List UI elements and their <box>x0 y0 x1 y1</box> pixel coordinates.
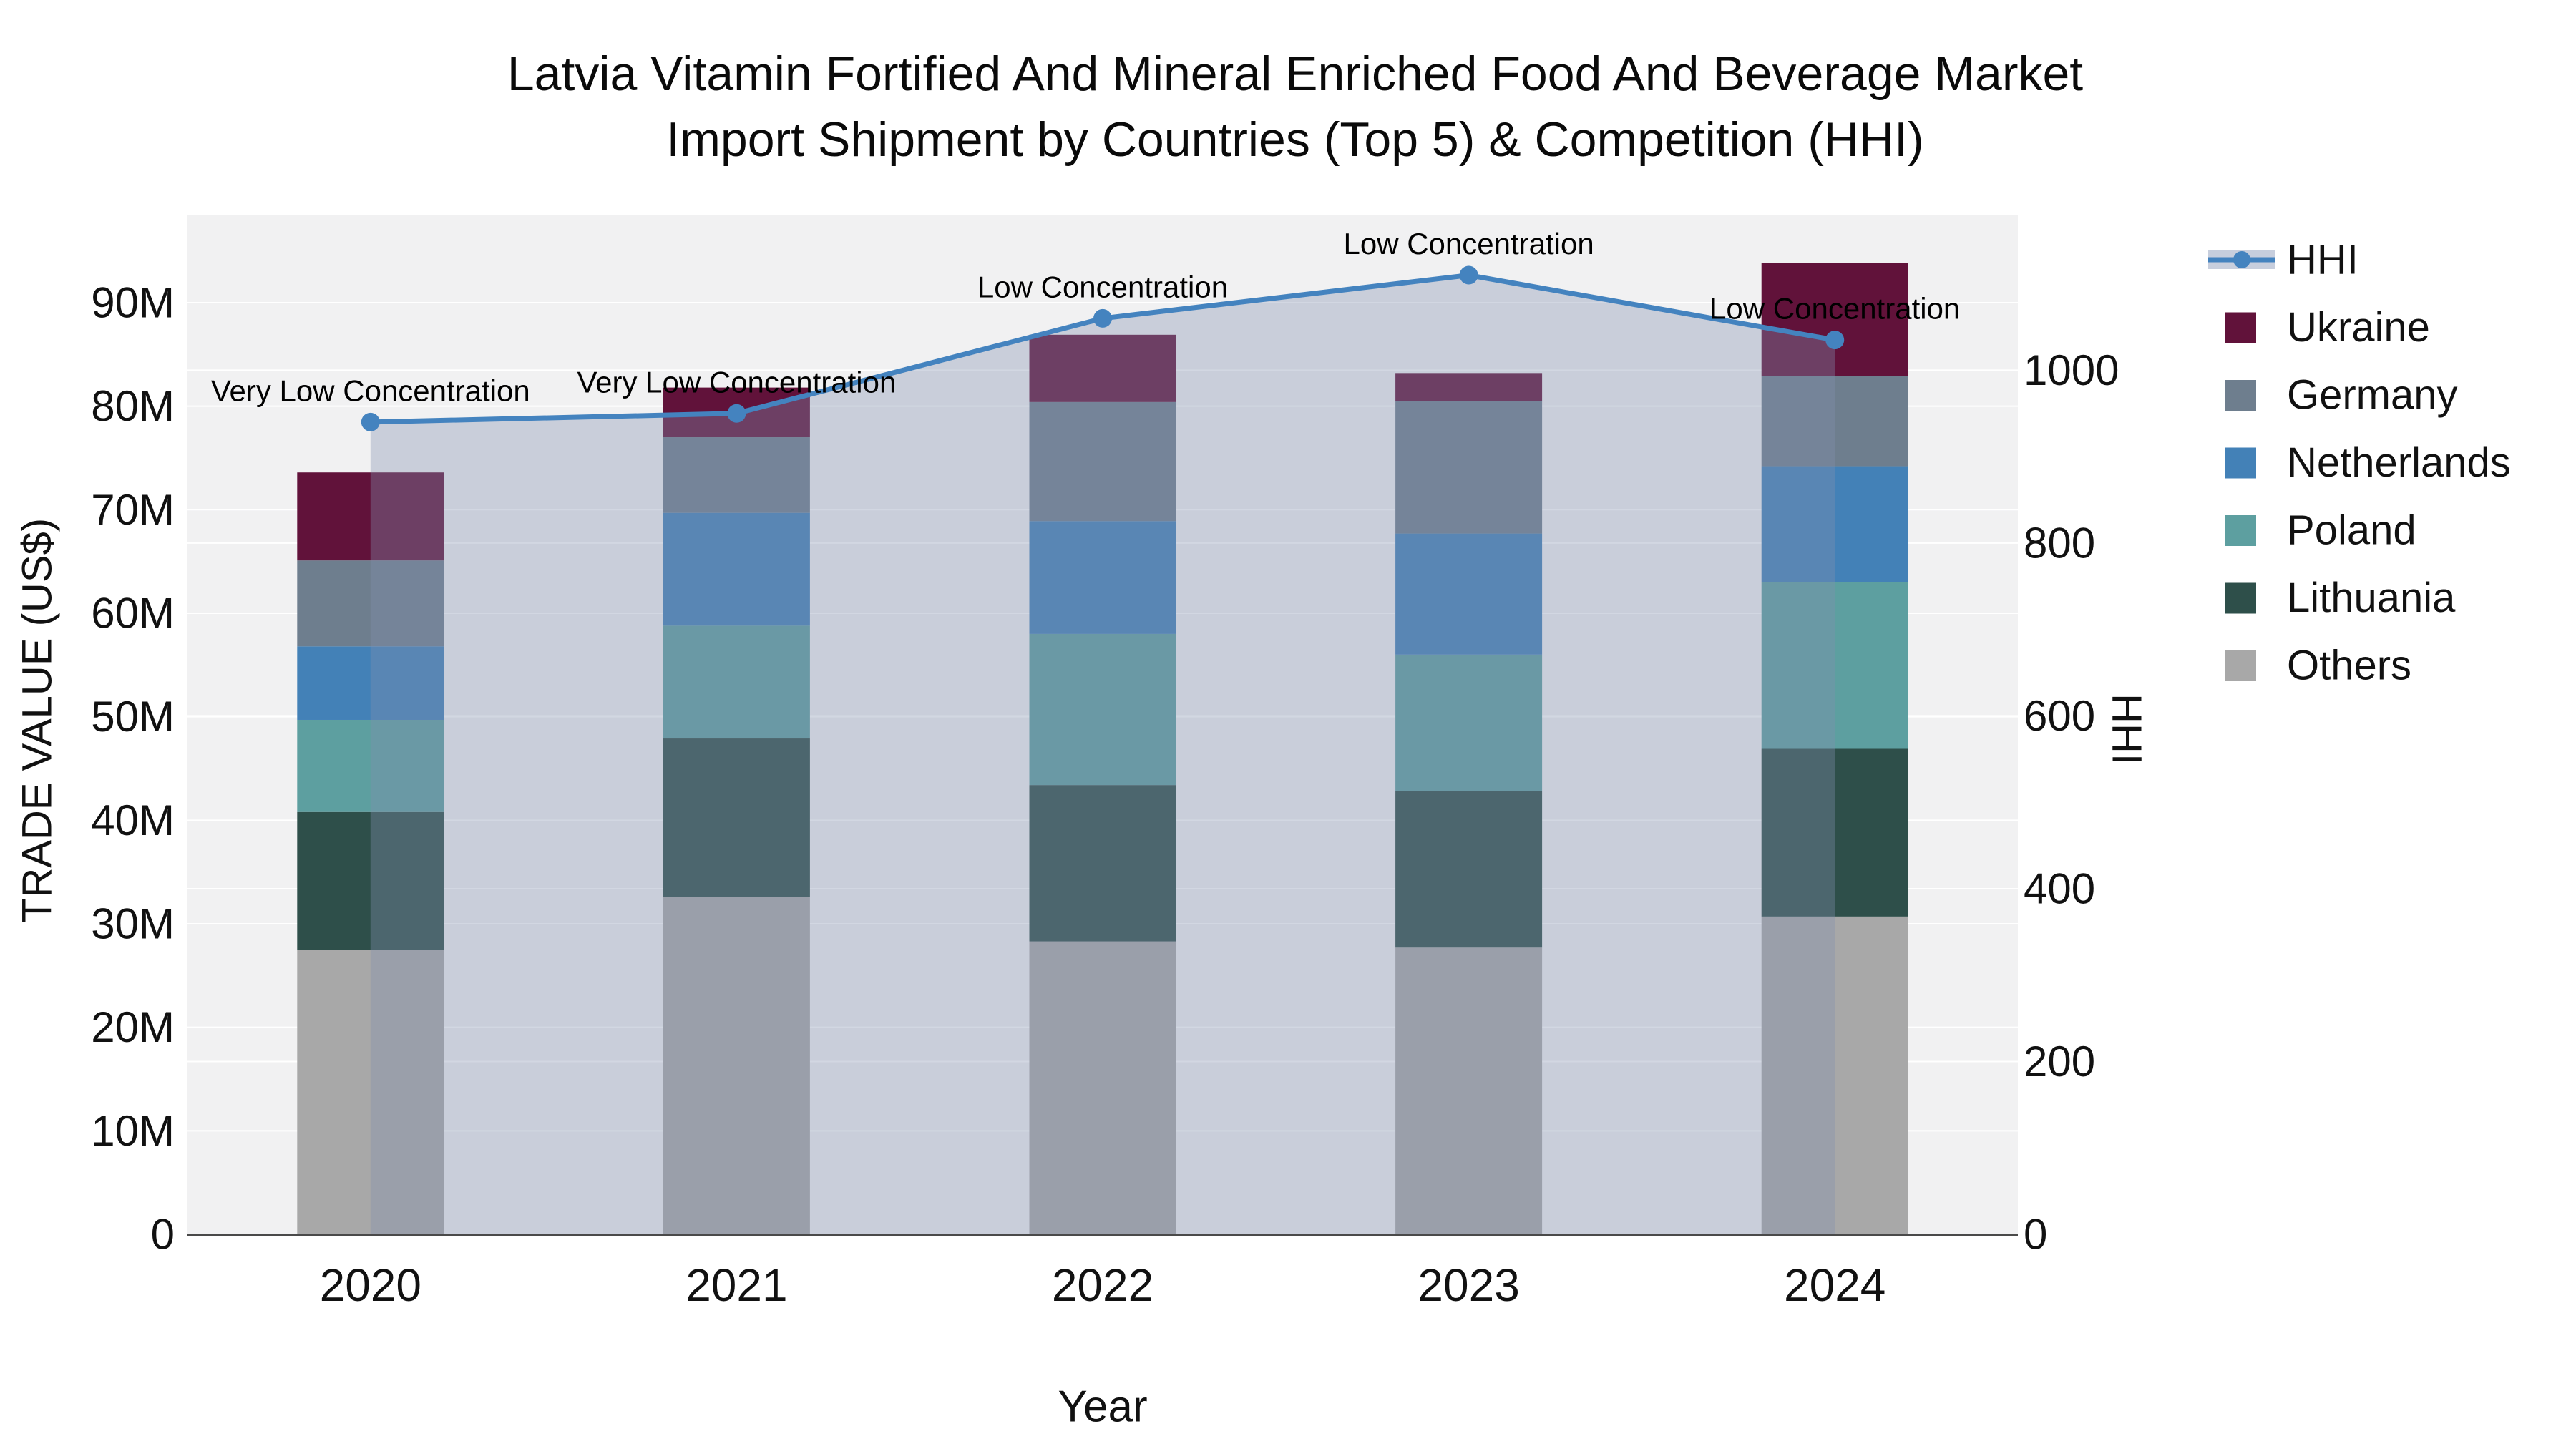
y-left-tick-20M: 20M <box>91 1003 175 1051</box>
hhi-area-fill <box>370 275 1835 1234</box>
y-right-tick-600: 600 <box>2024 692 2095 740</box>
bar-segment-others-2021[interactable] <box>663 897 810 1234</box>
bar-segment-lithuania-2023[interactable] <box>1395 791 1543 948</box>
legend-swatch-lithuania <box>2225 582 2256 614</box>
legend-item-others[interactable]: Others <box>2225 643 2411 689</box>
legend-label-ukraine: Ukraine <box>2287 304 2430 351</box>
chart-title-line1: Latvia Vitamin Fortified And Mineral Enr… <box>507 47 2083 101</box>
y-left-tick-40M: 40M <box>91 796 175 844</box>
hhi-area-fill-layer <box>370 275 1835 1234</box>
legend-swatch-netherlands <box>2225 447 2256 479</box>
bar-segment-netherlands-2022[interactable] <box>1029 521 1176 634</box>
bar-segment-lithuania-2020[interactable] <box>297 811 444 950</box>
axes-layer: 0 10M 20M 30M 40M 50M 60M 70M 80M 90M 0 200 400 600 80… <box>14 278 2150 1431</box>
bar-segment-germany-2020[interactable] <box>297 560 444 647</box>
y-left-tick-0: 0 <box>151 1211 175 1259</box>
annotations-layer: Very Low Concentration Very Low Concentra… <box>211 227 1960 407</box>
legend-label-hhi: HHI <box>2287 237 2358 283</box>
bar-segment-others-2024[interactable] <box>1761 916 1908 1234</box>
legend-swatch-poland <box>2225 515 2256 546</box>
legend-label-poland: Poland <box>2287 507 2416 554</box>
annotation-2021: Very Low Concentration <box>577 365 896 399</box>
y-left-tick-70M: 70M <box>91 486 175 534</box>
y-right-tick-400: 400 <box>2024 864 2095 912</box>
legend-item-lithuania[interactable]: Lithuania <box>2225 575 2456 621</box>
bar-segment-poland-2020[interactable] <box>297 719 444 812</box>
legend-swatch-ukraine <box>2225 312 2256 343</box>
y-left-tick-30M: 30M <box>91 899 175 947</box>
y-left-tick-60M: 60M <box>91 589 175 637</box>
x-tick-2020: 2020 <box>320 1259 421 1311</box>
bar-segment-germany-2023[interactable] <box>1395 401 1543 534</box>
legend-item-hhi[interactable]: HHI <box>2208 237 2358 283</box>
bar-segment-netherlands-2024[interactable] <box>1761 466 1908 582</box>
annotation-2023: Low Concentration <box>1343 227 1594 260</box>
y-left-tick-80M: 80M <box>91 382 175 430</box>
legend: HHI Ukraine Germany Netherlands Poland Lithua… <box>2208 237 2511 689</box>
bar-segment-others-2023[interactable] <box>1395 947 1543 1234</box>
bar-segment-poland-2022[interactable] <box>1029 633 1176 786</box>
bar-segment-ukraine-2020[interactable] <box>297 472 444 561</box>
bar-segment-poland-2024[interactable] <box>1761 582 1908 749</box>
bar-segment-lithuania-2024[interactable] <box>1761 748 1908 917</box>
legend-swatch-others <box>2225 650 2256 681</box>
y-left-tick-90M: 90M <box>91 278 175 326</box>
bar-segment-poland-2021[interactable] <box>663 625 810 739</box>
hhi-marker-2023[interactable] <box>1459 265 1478 285</box>
hhi-marker-2022[interactable] <box>1093 308 1112 328</box>
legend-swatch-germany <box>2225 380 2256 411</box>
chart-title: Latvia Vitamin Fortified And Mineral Enr… <box>507 47 2083 167</box>
x-tick-2023: 2023 <box>1418 1259 1519 1311</box>
annotation-2020: Very Low Concentration <box>211 374 530 407</box>
y-right-tick-1000: 1000 <box>2024 346 2119 394</box>
y-right-tick-0: 0 <box>2024 1211 2047 1259</box>
legend-label-lithuania: Lithuania <box>2287 575 2456 621</box>
bar-segment-others-2022[interactable] <box>1029 941 1176 1234</box>
bar-segment-netherlands-2023[interactable] <box>1395 533 1543 655</box>
legend-label-netherlands: Netherlands <box>2287 439 2511 486</box>
annotation-2024: Low Concentration <box>1709 292 1960 326</box>
bar-segment-ukraine-2023[interactable] <box>1395 373 1543 401</box>
bar-segment-germany-2024[interactable] <box>1761 376 1908 467</box>
y-left-tick-50M: 50M <box>91 693 175 741</box>
y-right-axis-title: HHI <box>2104 693 2150 765</box>
legend-item-germany[interactable]: Germany <box>2225 372 2458 419</box>
bar-segment-germany-2021[interactable] <box>663 437 810 513</box>
bar-segment-lithuania-2021[interactable] <box>663 738 810 897</box>
hhi-line-layer <box>361 265 1845 431</box>
x-tick-2022: 2022 <box>1052 1259 1153 1311</box>
legend-item-poland[interactable]: Poland <box>2225 507 2416 554</box>
hhi-marker-2024[interactable] <box>1825 331 1845 350</box>
bar-segment-netherlands-2020[interactable] <box>297 646 444 720</box>
legend-item-ukraine[interactable]: Ukraine <box>2225 304 2430 351</box>
y-right-tick-800: 800 <box>2024 519 2095 567</box>
chart-title-line2: Import Shipment by Countries (Top 5) & C… <box>666 112 1923 167</box>
annotation-2022: Low Concentration <box>977 270 1228 303</box>
bar-segment-germany-2022[interactable] <box>1029 401 1176 522</box>
legend-item-netherlands[interactable]: Netherlands <box>2225 439 2511 486</box>
y-left-axis-title: TRADE VALUE (US$) <box>14 518 61 923</box>
y-right-tick-200: 200 <box>2024 1038 2095 1085</box>
bar-segment-others-2020[interactable] <box>297 950 444 1234</box>
bar-segment-lithuania-2022[interactable] <box>1029 785 1176 942</box>
hhi-marker-2021[interactable] <box>727 404 746 423</box>
bar-segment-ukraine-2024[interactable] <box>1761 263 1908 376</box>
x-tick-2021: 2021 <box>686 1259 787 1311</box>
legend-label-others: Others <box>2287 643 2411 689</box>
legend-label-germany: Germany <box>2287 372 2458 419</box>
bar-segment-ukraine-2022[interactable] <box>1029 334 1176 402</box>
stacked-bars-layer <box>297 263 1908 1234</box>
y-left-tick-10M: 10M <box>91 1107 175 1155</box>
bar-segment-netherlands-2021[interactable] <box>663 512 810 626</box>
x-axis-title: Year <box>1058 1382 1147 1432</box>
hhi-marker-2020[interactable] <box>361 412 380 431</box>
x-tick-2024: 2024 <box>1784 1259 1885 1311</box>
legend-hhi-marker-icon <box>2233 251 2250 268</box>
bar-segment-poland-2023[interactable] <box>1395 654 1543 791</box>
